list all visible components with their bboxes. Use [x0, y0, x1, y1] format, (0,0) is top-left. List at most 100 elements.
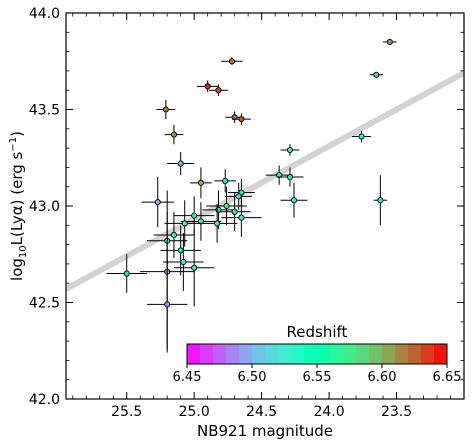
point-marker — [238, 116, 245, 123]
x-tick-label: 25.5 — [111, 404, 142, 420]
point-marker — [123, 270, 130, 277]
y-axis-label-sup: −1 — [8, 137, 19, 152]
point-marker — [215, 87, 222, 94]
point-marker — [164, 301, 171, 308]
data-point-2 — [221, 57, 243, 66]
colorbar-segment — [239, 344, 253, 364]
colorbar-segment — [226, 344, 240, 364]
data-point-5 — [156, 99, 176, 120]
colorbar-segment — [278, 344, 292, 364]
colorbar-segment — [252, 344, 266, 364]
colorbar-segment — [187, 344, 201, 364]
point-marker — [235, 193, 242, 200]
point-marker — [286, 173, 294, 181]
colorbar-tick-label: 6.55 — [303, 370, 332, 385]
point-marker — [191, 264, 198, 271]
data-point-28 — [196, 204, 238, 243]
x-tick-label: 24.5 — [246, 404, 277, 420]
data-point-11 — [167, 151, 195, 176]
colorbar-segment — [434, 344, 448, 364]
colorbar-title: Redshift — [287, 323, 348, 341]
x-axis-label: NB921 magnitude — [197, 422, 333, 440]
data-point-26 — [180, 202, 222, 241]
data-point-32 — [163, 233, 204, 291]
colorbar-segment — [330, 344, 344, 364]
data-point-21 — [206, 186, 247, 226]
point-marker — [373, 71, 380, 78]
colorbar-tick-label: 6.45 — [173, 370, 202, 385]
colorbar-tick-label: 6.50 — [238, 370, 267, 385]
colorbar-segment — [395, 344, 409, 364]
data-point-0 — [383, 38, 397, 46]
point-marker — [197, 179, 204, 186]
data-point-8 — [164, 124, 184, 145]
x-tick-label: 24.0 — [313, 404, 344, 420]
point-marker — [231, 114, 238, 121]
colorbar-segment — [304, 344, 318, 364]
point-marker — [170, 231, 177, 238]
data-point-13 — [276, 167, 304, 187]
point-marker — [228, 58, 235, 65]
data-point-17 — [225, 182, 253, 210]
y-tick-label: 44.0 — [29, 6, 60, 22]
data-point-14 — [214, 169, 236, 193]
y-tick-label: 43.5 — [29, 103, 60, 119]
data-point-15 — [190, 167, 212, 199]
y-tick-label: 42.5 — [29, 296, 60, 312]
point-marker — [154, 199, 161, 206]
y-tick-label: 43.0 — [29, 199, 60, 215]
point-marker — [238, 214, 245, 221]
colorbar-segment — [343, 344, 357, 364]
colorbar-segment — [200, 344, 214, 364]
point-marker — [214, 220, 221, 227]
data-point-27 — [164, 200, 205, 247]
colorbar-segment — [382, 344, 396, 364]
data-point-1 — [369, 71, 384, 78]
point-marker — [358, 133, 365, 140]
point-marker — [162, 106, 169, 113]
y-axis-label-end: ) — [8, 131, 26, 137]
data-point-25 — [221, 198, 262, 237]
y-tick-label: 42.0 — [29, 392, 60, 408]
point-marker — [191, 212, 198, 219]
data-point-9 — [352, 130, 371, 143]
colorbar-segment — [356, 344, 370, 364]
colorbar-segment — [317, 344, 331, 364]
data-point-20 — [141, 177, 174, 228]
colorbar-tick-label: 6.65 — [433, 370, 462, 385]
y-axis-label-mid: L(Lyα) (erg s — [8, 151, 26, 245]
point-marker — [223, 202, 230, 210]
data-point-19 — [373, 175, 388, 226]
y-axis-label-sub: 10 — [18, 245, 29, 258]
point-marker — [170, 131, 177, 138]
y-axis-label: log10L(Lyα) (erg s−1) — [8, 131, 29, 281]
colorbar-tick-label: 6.60 — [368, 370, 397, 385]
y-axis-label-base: log — [8, 258, 26, 281]
data-point-33 — [173, 229, 215, 307]
point-marker — [181, 220, 188, 227]
data-point-10 — [280, 144, 300, 156]
colorbar-segment — [421, 344, 435, 364]
point-marker — [197, 218, 204, 225]
data-point-4 — [209, 84, 228, 96]
point-marker — [177, 247, 184, 254]
colorbar-segment — [265, 344, 279, 364]
colorbar-segment — [369, 344, 383, 364]
point-marker — [286, 146, 294, 154]
x-tick-label: 25.0 — [179, 404, 210, 420]
point-marker — [386, 38, 393, 46]
x-tick-label: 23.5 — [381, 404, 412, 420]
point-marker — [204, 83, 211, 90]
point-marker — [290, 197, 298, 204]
colorbar-segment — [213, 344, 227, 364]
data-point-3 — [196, 80, 219, 93]
point-marker — [177, 160, 184, 167]
data-point-7 — [231, 113, 251, 125]
colorbar-segment — [408, 344, 422, 364]
point-marker — [231, 208, 238, 215]
data-point-35 — [106, 254, 147, 293]
data-point-18 — [280, 182, 308, 218]
point-marker — [222, 177, 229, 184]
plot-frame — [65, 12, 465, 400]
